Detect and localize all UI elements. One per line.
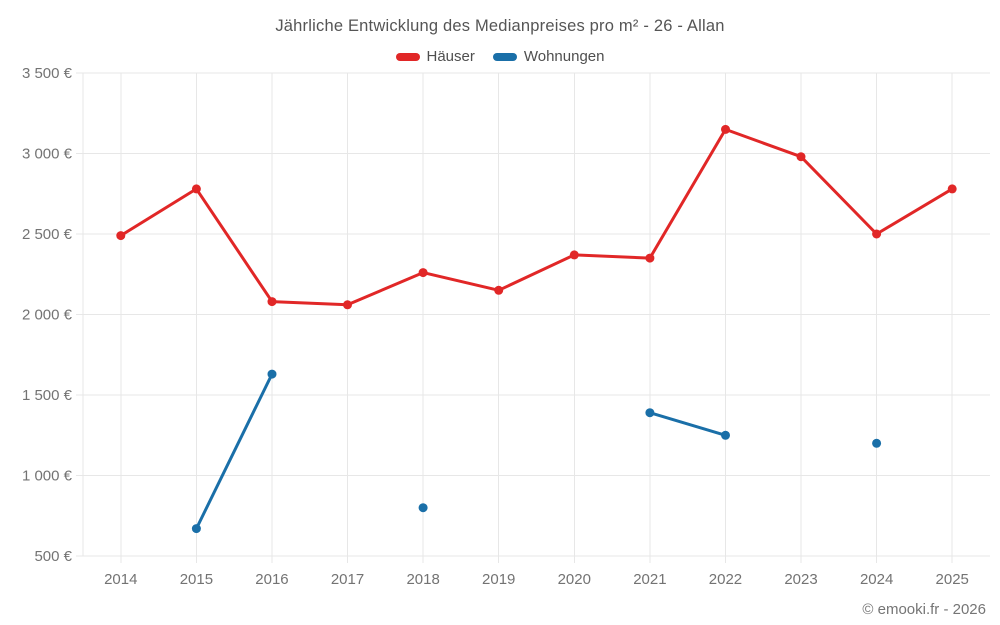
x-axis-tick-label: 2015 [180,571,213,588]
series-line-0 [119,127,954,307]
data-point[interactable] [418,268,428,278]
y-axis-tick-label: 500 € [34,548,72,565]
x-axis-tick-label: 2014 [104,571,137,588]
y-axis-tick-label: 3 000 € [22,146,73,163]
data-point[interactable] [645,253,655,263]
data-point[interactable] [872,438,882,448]
y-axis-tick-label: 1 500 € [22,387,73,404]
legend-swatch-wohnungen-icon [492,52,517,61]
data-point[interactable] [191,524,201,534]
y-axis-tick-label: 3 500 € [22,65,73,82]
legend-item-haeuser[interactable]: Häuser [395,48,475,65]
x-axis-tick-label: 2018 [406,571,439,588]
legend-label-wohnungen: Wohnungen [523,48,605,65]
data-point[interactable] [796,152,806,162]
x-axis-tick-label: 2025 [936,571,969,588]
data-point[interactable] [418,503,428,513]
data-point[interactable] [267,369,277,379]
data-point[interactable] [947,184,957,194]
data-point[interactable] [191,184,201,194]
data-point[interactable] [267,297,277,307]
x-axis-tick-label: 2017 [331,571,364,588]
x-axis-tick-label: 2023 [784,571,817,588]
data-point[interactable] [645,408,655,418]
data-point[interactable] [494,285,504,295]
y-axis-tick-label: 2 500 € [22,226,73,243]
x-axis-tick-label: 2020 [558,571,591,588]
legend: Häuser Wohnungen [0,48,1000,65]
y-axis-tick-label: 1 000 € [22,468,73,485]
y-axis-tick-label: 2 000 € [22,307,73,324]
data-point[interactable] [872,229,882,239]
chart-title: Jährliche Entwicklung des Medianpreises … [275,17,725,35]
legend-label-haeuser: Häuser [426,48,475,65]
legend-item-wohnungen[interactable]: Wohnungen [492,48,605,65]
series-line-1 [196,374,876,528]
x-axis-tick-label: 2021 [633,571,666,588]
x-axis-tick-label: 2022 [709,571,742,588]
x-axis-tick-label: 2016 [255,571,288,588]
data-point[interactable] [343,300,352,310]
footer-credit: © emooki.fr - 2026 [862,601,986,618]
legend-swatch-haeuser-icon [395,52,420,61]
data-point[interactable] [569,250,579,260]
data-point[interactable] [721,124,730,134]
x-axis-tick-label: 2019 [482,571,515,588]
data-point[interactable] [116,231,126,241]
data-point[interactable] [721,430,730,440]
x-axis-tick-label: 2024 [860,571,893,588]
